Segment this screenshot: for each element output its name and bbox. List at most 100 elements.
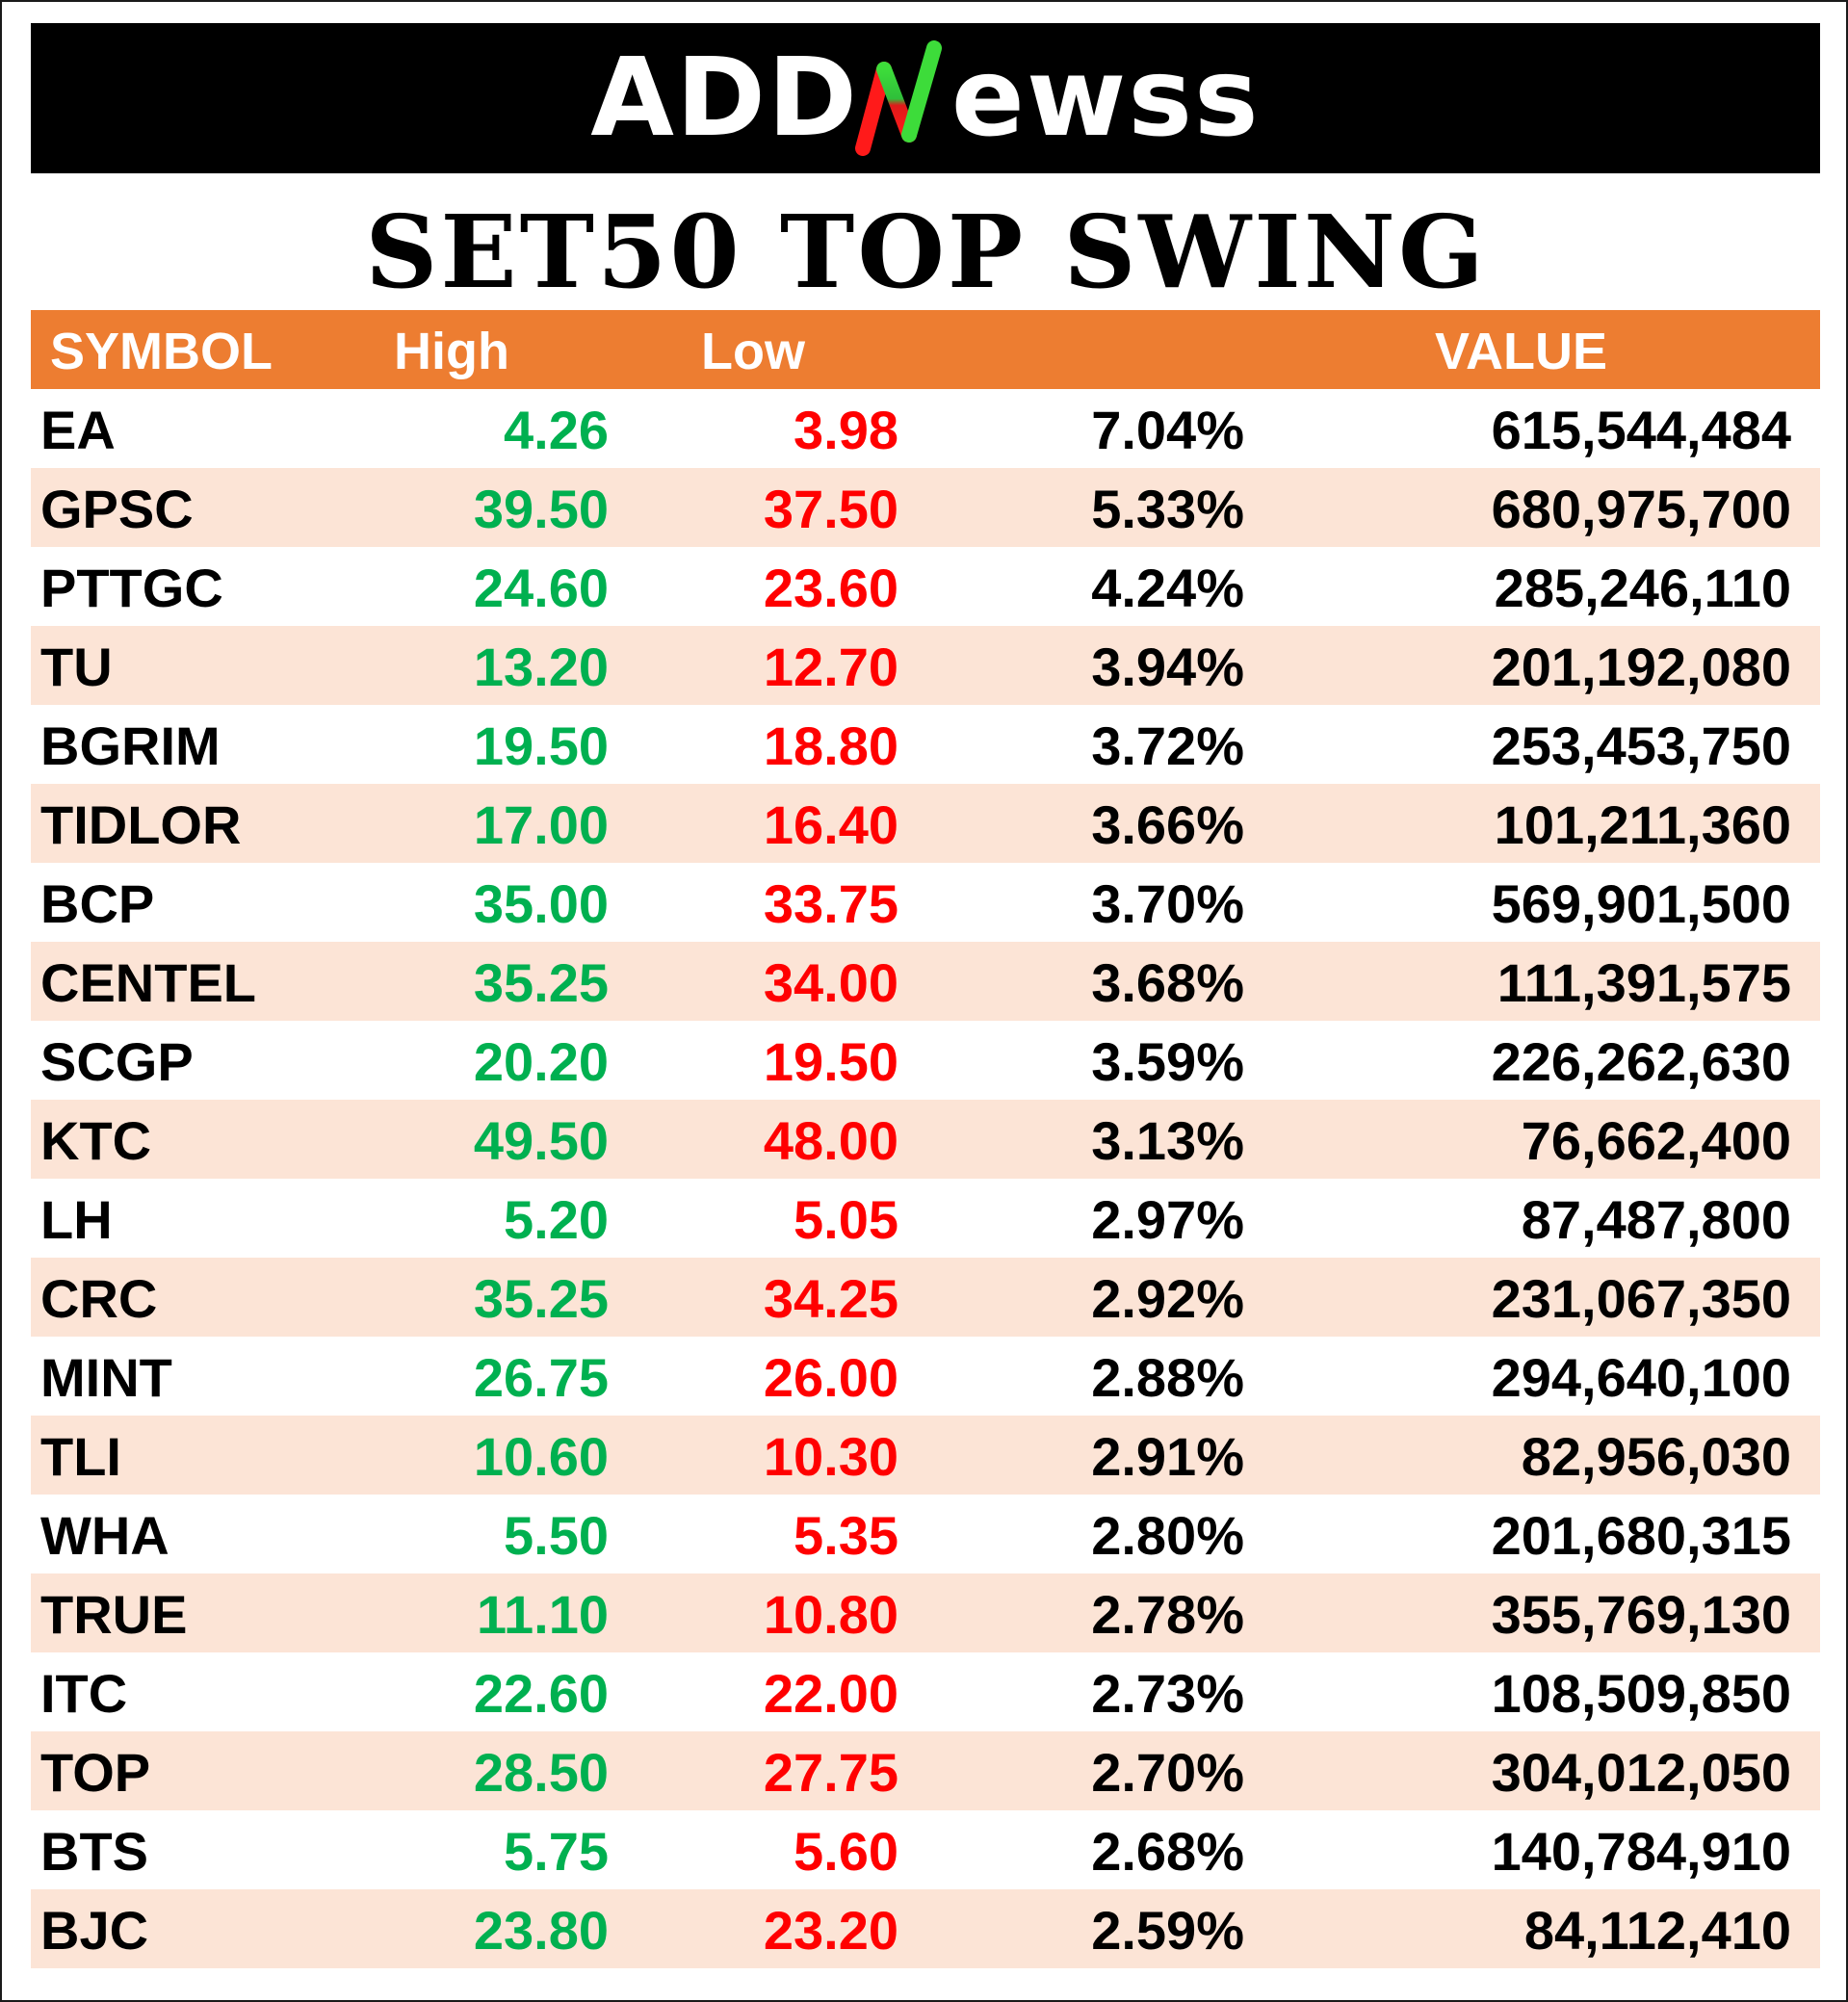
logo-suffix: ewss	[950, 36, 1261, 161]
high-cell: 26.75	[473, 1347, 609, 1408]
value-cell: 111,391,575	[1497, 952, 1791, 1013]
low-cell: 34.25	[763, 1268, 898, 1329]
table-row: KTC 49.50 48.00 3.13% 76,662,400	[31, 1100, 1820, 1179]
swing-percent-cell: 2.59%	[1091, 1900, 1244, 1961]
low-cell: 23.20	[763, 1900, 898, 1961]
symbol-cell: BJC	[40, 1900, 149, 1961]
swing-percent-cell: 3.68%	[1091, 952, 1244, 1013]
swing-percent-cell: 3.72%	[1091, 715, 1244, 776]
swing-percent-cell: 2.92%	[1091, 1268, 1244, 1329]
swing-percent-cell: 2.73%	[1091, 1663, 1244, 1724]
high-cell: 23.80	[473, 1900, 609, 1961]
brand-banner: ADD ewss	[31, 23, 1820, 173]
swing-percent-cell: 2.78%	[1091, 1584, 1244, 1645]
low-cell: 22.00	[763, 1663, 898, 1724]
value-cell: 569,901,500	[1491, 873, 1791, 934]
red-green-n-mark-icon	[854, 40, 942, 156]
table-row: TRUE 11.10 10.80 2.78% 355,769,130	[31, 1573, 1820, 1652]
high-cell: 17.00	[473, 794, 609, 855]
value-cell: 201,680,315	[1491, 1505, 1791, 1566]
table-row: SCGP 20.20 19.50 3.59% 226,262,630	[31, 1021, 1820, 1100]
symbol-cell: SCGP	[40, 1031, 194, 1092]
table-row: TLI 10.60 10.30 2.91% 82,956,030	[31, 1416, 1820, 1495]
value-cell: 140,784,910	[1491, 1821, 1791, 1882]
high-cell: 13.20	[473, 637, 609, 697]
table-row: TU 13.20 12.70 3.94% 201,192,080	[31, 626, 1820, 705]
table-row: ITC 22.60 22.00 2.73% 108,509,850	[31, 1652, 1820, 1731]
low-cell: 18.80	[763, 715, 898, 776]
low-cell: 19.50	[763, 1031, 898, 1092]
value-cell: 84,112,410	[1523, 1900, 1791, 1961]
symbol-cell: CRC	[40, 1268, 158, 1329]
table-row: BJC 23.80 23.20 2.59% 84,112,410	[31, 1889, 1820, 1968]
high-cell: 28.50	[473, 1742, 609, 1803]
symbol-cell: BCP	[40, 873, 155, 934]
table-row: TOP 28.50 27.75 2.70% 304,012,050	[31, 1731, 1820, 1810]
swing-percent-cell: 3.59%	[1091, 1031, 1244, 1092]
swing-percent-cell: 3.13%	[1091, 1110, 1244, 1171]
header-symbol: SYMBOL	[50, 323, 273, 380]
high-cell: 22.60	[473, 1663, 609, 1724]
table-row: TIDLOR 17.00 16.40 3.66% 101,211,360	[31, 784, 1820, 863]
value-cell: 82,956,030	[1521, 1426, 1791, 1487]
low-cell: 26.00	[763, 1347, 898, 1408]
symbol-cell: PTTGC	[40, 558, 223, 618]
symbol-cell: TIDLOR	[40, 794, 242, 855]
low-cell: 5.05	[794, 1189, 898, 1250]
low-cell: 33.75	[763, 873, 898, 934]
high-cell: 24.60	[473, 558, 609, 618]
value-cell: 226,262,630	[1491, 1031, 1791, 1092]
low-cell: 10.80	[763, 1584, 898, 1645]
swing-percent-cell: 4.24%	[1091, 558, 1244, 618]
brand-logo: ADD ewss	[590, 40, 1260, 156]
high-cell: 19.50	[473, 715, 609, 776]
table-row: LH 5.20 5.05 2.97% 87,487,800	[31, 1179, 1820, 1258]
swing-percent-cell: 2.88%	[1091, 1347, 1244, 1408]
swing-table: SYMBOL High Low VALUE EA 4.26 3.98 7.04% 615…	[31, 310, 1820, 1968]
high-cell: 10.60	[473, 1426, 609, 1487]
value-cell: 680,975,700	[1491, 479, 1791, 539]
table-row: BGRIM 19.50 18.80 3.72% 253,453,750	[31, 705, 1820, 784]
symbol-cell: ITC	[40, 1663, 128, 1724]
symbol-cell: KTC	[40, 1110, 152, 1171]
high-cell: 39.50	[473, 479, 609, 539]
swing-percent-cell: 2.70%	[1091, 1742, 1244, 1803]
symbol-cell: LH	[40, 1189, 113, 1250]
low-cell: 27.75	[763, 1742, 898, 1803]
table-row: MINT 26.75 26.00 2.88% 294,640,100	[31, 1337, 1820, 1416]
swing-percent-cell: 5.33%	[1091, 479, 1244, 539]
swing-percent-cell: 2.80%	[1091, 1505, 1244, 1566]
swing-percent-cell: 3.66%	[1091, 794, 1244, 855]
high-cell: 4.26	[504, 400, 609, 460]
value-cell: 294,640,100	[1491, 1347, 1791, 1408]
swing-percent-cell: 3.70%	[1091, 873, 1244, 934]
swing-percent-cell: 3.94%	[1091, 637, 1244, 697]
symbol-cell: GPSC	[40, 479, 194, 539]
symbol-cell: BTS	[40, 1821, 148, 1882]
table-row: CENTEL 35.25 34.00 3.68% 111,391,575	[31, 942, 1820, 1021]
low-cell: 48.00	[763, 1110, 898, 1171]
value-cell: 253,453,750	[1491, 715, 1791, 776]
swing-percent-cell: 2.68%	[1091, 1821, 1244, 1882]
low-cell: 5.60	[794, 1821, 898, 1882]
value-cell: 231,067,350	[1491, 1268, 1791, 1329]
symbol-cell: EA	[40, 400, 116, 460]
symbol-cell: MINT	[40, 1347, 172, 1408]
symbol-cell: TOP	[40, 1742, 151, 1803]
table-row: EA 4.26 3.98 7.04% 615,544,484	[31, 389, 1820, 468]
value-cell: 101,211,360	[1494, 794, 1791, 855]
header-value: VALUE	[1435, 323, 1608, 380]
header-high: High	[394, 323, 509, 380]
high-cell: 5.50	[504, 1505, 609, 1566]
page-title: SET50 TOP SWING	[365, 193, 1487, 311]
value-cell: 87,487,800	[1521, 1189, 1791, 1250]
low-cell: 3.98	[794, 400, 898, 460]
high-cell: 5.20	[504, 1189, 609, 1250]
high-cell: 20.20	[473, 1031, 609, 1092]
value-cell: 108,509,850	[1491, 1663, 1791, 1724]
header-low: Low	[701, 323, 805, 380]
table-row: WHA 5.50 5.35 2.80% 201,680,315	[31, 1495, 1820, 1573]
high-cell: 35.00	[473, 873, 609, 934]
low-cell: 34.00	[763, 952, 898, 1013]
